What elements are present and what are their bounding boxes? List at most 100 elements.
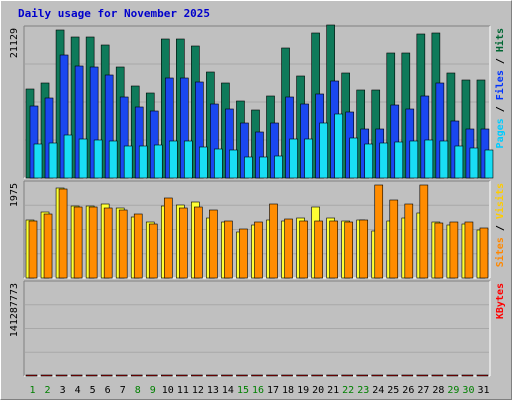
middle-bar-sites [224,220,233,279]
bottom-bar-kbytes [176,374,188,377]
x-tick-label: 18 [282,385,294,396]
x-tick-label: 6 [105,385,111,396]
x-tick-label: 29 [447,385,459,396]
middle-bar-sites [73,206,83,279]
bottom-bar-kbytes [115,374,128,377]
middle-bar-sites [28,220,38,279]
bottom-legend-part: KBytes [495,283,506,319]
bottom-bar-kbytes [206,374,218,377]
bottom-bar-kbytes [296,374,308,377]
middle-bar-sites [43,213,53,279]
x-tick-label: 8 [135,385,141,396]
top-bar-pages [349,137,358,179]
top-legend-part: Pages [495,118,506,148]
bottom-bar-kbytes [251,374,263,377]
middle-bar-sites [254,221,263,279]
bottom-bar-kbytes [25,374,38,377]
x-tick-label: 10 [162,385,174,396]
x-tick-label: 31 [477,385,489,396]
x-tick-label: 17 [267,385,279,396]
middle-bar-sites [194,206,203,279]
top-bar-pages [214,148,223,179]
middle-bar-sites [344,221,353,279]
middle-bar-sites [163,197,173,279]
middle-bar-sites [209,209,218,279]
middle-bar-sites [419,184,429,279]
top-bar-pages [364,143,374,179]
bottom-bar-kbytes [266,374,278,377]
top-bar-pages [424,139,434,179]
top-bar-pages [469,147,479,179]
top-bar-pages [78,138,88,179]
middle-legend-part: Visits [494,183,506,219]
top-bar-pages [484,149,494,179]
bottom-max-label: 141287773 [9,283,20,337]
top-bar-pages [409,140,419,179]
x-tick-label: 11 [177,385,189,396]
top-bar-pages [229,149,238,179]
middle-bar-sites [88,206,98,279]
top-legend-part: / [495,52,506,70]
top-bar-pages [199,146,208,179]
x-tick-label: 24 [372,385,384,396]
middle-bar-sites [374,184,384,279]
middle-legend-label: Sites / Visits [494,183,506,267]
x-tick-label: 27 [417,385,429,396]
top-max-label: 21129 [9,28,20,58]
top-bar-pages [394,141,404,179]
x-tick-label: 9 [150,385,156,396]
middle-bar-sites [58,188,68,279]
middle-max-label: 1975 [9,183,20,207]
middle-bar-sites [133,213,143,279]
top-bar-pages [289,138,298,179]
top-bar-pages [168,140,178,179]
top-bar-pages [48,142,58,179]
x-tick-label: 15 [237,385,249,396]
middle-bar-sites [299,220,308,279]
middle-bar-sites [314,220,323,279]
top-bar-pages [379,142,389,179]
middle-bar-sites [329,220,338,279]
middle-bar-sites [103,207,113,279]
top-bar-pages [454,145,464,179]
top-bar-pages [334,113,343,179]
x-tick-label: 20 [312,385,324,396]
x-tick-label: 22 [342,385,354,396]
x-tick-label: 26 [402,385,414,396]
bottom-bar-kbytes [476,374,489,377]
bottom-bar-kbytes [55,374,68,377]
middle-legend-part: Sites [494,237,506,267]
bottom-bar-kbytes [461,374,474,377]
x-tick-label: 16 [252,385,264,396]
x-tick-label: 21 [327,385,339,396]
middle-bar-sites [359,219,369,279]
x-tick-label: 5 [90,385,96,396]
bottom-bar-kbytes [70,374,83,377]
top-bar-pages [319,122,328,179]
middle-bar-sites [269,203,278,279]
x-tick-label: 4 [75,385,81,396]
x-tick-label: 28 [432,385,444,396]
top-bar-pages [153,144,163,179]
chart-title: Daily usage for November 2025 [18,7,211,20]
bottom-bar-kbytes [326,374,338,377]
x-tick-label: 12 [192,385,204,396]
bottom-bar-kbytes [356,374,369,377]
middle-bar-sites [148,223,158,279]
x-tick-label: 13 [207,385,219,396]
bottom-bar-kbytes [160,374,173,377]
top-legend-part: / [495,100,506,118]
bottom-bar-kbytes [100,374,113,377]
bottom-bar-kbytes [145,374,158,377]
middle-legend-part: / [495,219,506,237]
x-tick-label: 3 [60,385,66,396]
middle-bar-sites [118,209,128,279]
bottom-bar-kbytes [416,374,429,377]
bottom-legend-label: KBytes [495,283,506,319]
top-bar-pages [93,139,103,179]
bottom-bar-kbytes [130,374,143,377]
bottom-bar-kbytes [85,374,98,377]
bottom-bar-kbytes [386,374,399,377]
x-tick-label: 25 [387,385,399,396]
